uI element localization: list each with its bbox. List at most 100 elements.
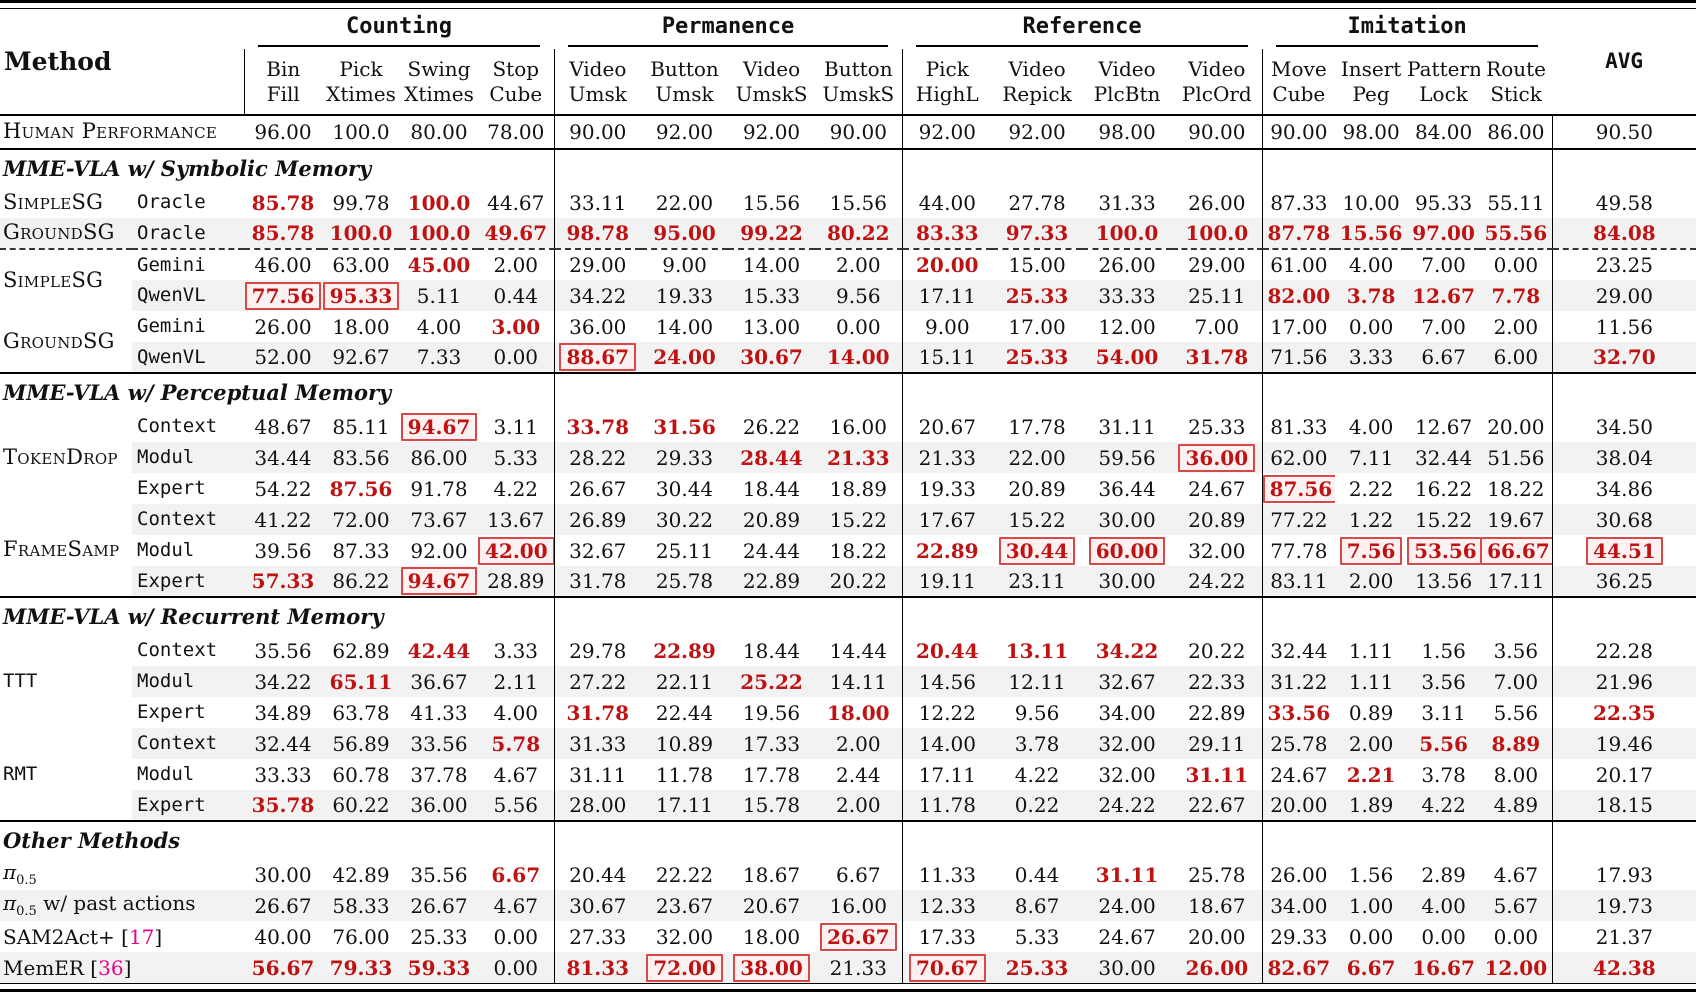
section-title: Other Methods <box>0 820 555 859</box>
cell: 17.33 <box>728 728 816 759</box>
table-row: Modul 39.56 87.33 92.00 42.00 32.67 25.11 24.44… <box>0 535 1696 566</box>
cell: 15.56 <box>1335 218 1408 249</box>
table-header: Method Counting Permanence Reference Imitat… <box>0 9 1696 116</box>
table-row: QwenVL 52.00 92.67 7.33 0.00 88.67 24.00 30.67 1… <box>0 342 1696 373</box>
cell: 94.67 <box>400 411 478 442</box>
group-label: Imitation <box>1276 11 1539 48</box>
cell: 4.22 <box>1407 790 1481 821</box>
cell: 33.78 <box>553 411 642 442</box>
cell: 40.00 <box>254 924 312 949</box>
cell: 27.22 <box>553 666 642 697</box>
cell: 34.22 <box>244 666 322 697</box>
cell: 22.11 <box>641 666 729 697</box>
cell: 71.56 <box>1261 342 1336 373</box>
column-header-swing-xtimes: Swing Xtimes <box>400 49 478 116</box>
cell: 4.00 <box>1348 414 1394 439</box>
cell: 32.00 <box>1082 728 1173 759</box>
cell: 13.11 <box>1005 638 1069 663</box>
cell: 86.22 <box>322 566 400 597</box>
cell: 72.00 <box>322 504 400 535</box>
cell: 42.44 <box>407 638 471 663</box>
cell: 10.89 <box>641 728 729 759</box>
cell: 12.11 <box>992 666 1083 697</box>
cell: 1.56 <box>1348 862 1394 887</box>
column-header-video-umsks: Video UmskS <box>728 49 816 116</box>
cell: 60.22 <box>322 790 400 821</box>
cell: 6.00 <box>1480 342 1553 373</box>
method-group-label: GroundSG <box>0 218 132 249</box>
cell: 27.78 <box>1008 190 1066 215</box>
cell: 19.33 <box>641 280 729 311</box>
cell: 3.33 <box>1335 342 1408 373</box>
cell: 37.78 <box>410 762 468 787</box>
cell: 6.67 <box>1407 342 1481 373</box>
cell: 24.22 <box>1082 790 1173 821</box>
cell: 14.00 <box>655 314 714 339</box>
method-label: π0.5 <box>0 859 244 890</box>
cell: 20.44 <box>553 859 642 890</box>
cell: 56.89 <box>322 728 400 759</box>
pi-symbol: π <box>3 890 17 915</box>
cell: 2.00 <box>815 248 903 280</box>
table-body: Human Performance 96.00 100.0 80.00 78.00 90.… <box>0 115 1696 983</box>
cell: 29.00 <box>1551 280 1696 311</box>
cell: 2.44 <box>836 762 881 787</box>
cell: 76.00 <box>332 924 390 949</box>
cell: 26.00 <box>1261 859 1336 890</box>
cell: 29.33 <box>1261 921 1336 952</box>
cell: 28.22 <box>553 442 642 473</box>
cell: 44.00 <box>901 187 993 218</box>
cell: 7.11 <box>1335 442 1408 473</box>
variant-label: Expert <box>137 477 206 500</box>
cell: 92.67 <box>322 342 400 373</box>
cell: 28.44 <box>728 442 816 473</box>
cell: 3.56 <box>1493 638 1539 663</box>
column-header-pick-highl: Pick HighL <box>901 49 993 116</box>
cell: 2.11 <box>478 666 555 697</box>
cell: 31.11 <box>1098 414 1156 439</box>
cell: 55.11 <box>1487 190 1545 215</box>
table-row: Modul 33.33 60.78 37.78 4.67 31.11 11.78 17.78 2… <box>0 759 1696 790</box>
cell: 21.96 <box>1551 666 1696 697</box>
boxed-value: 7.56 <box>1339 536 1403 565</box>
cell: 7.00 <box>1194 314 1240 339</box>
variant-label: Modul <box>132 666 244 697</box>
cell: 62.00 <box>1261 442 1336 473</box>
cell: 25.33 <box>992 342 1083 373</box>
group-header-row: Method Counting Permanence Reference Imitat… <box>0 9 1696 116</box>
pi-subscript: 0.5 <box>16 872 37 888</box>
cell: 90.00 <box>815 115 903 150</box>
section-spacer <box>1551 596 1696 635</box>
cell: 7.78 <box>1480 280 1553 311</box>
cell: 1.56 <box>1421 638 1466 663</box>
cell: 77.56 <box>244 280 322 311</box>
cell: 58.33 <box>322 890 400 921</box>
cell: 23.25 <box>1551 248 1696 280</box>
cell: 30.00 <box>254 862 312 887</box>
cell: 59.33 <box>400 952 478 983</box>
cell: 17.78 <box>742 762 801 787</box>
boxed-value: 38.00 <box>733 953 810 982</box>
group-header-reference: Reference <box>902 9 1262 49</box>
cell: 85.11 <box>332 414 390 439</box>
cell: 82.00 <box>1261 280 1336 311</box>
cell: 1.11 <box>1348 638 1394 663</box>
cell: 49.58 <box>1551 187 1696 218</box>
cell: 29.78 <box>553 635 642 666</box>
cell: 22.22 <box>655 862 714 887</box>
cell: 14.44 <box>829 638 887 663</box>
cell: 18.15 <box>1551 790 1696 821</box>
cell: 85.78 <box>251 190 315 215</box>
cell: 34.00 <box>1261 890 1336 921</box>
cell: 15.22 <box>992 504 1083 535</box>
cell: 90.00 <box>1261 115 1336 150</box>
cell: 32.00 <box>1188 538 1246 563</box>
cell: 30.44 <box>992 535 1082 566</box>
cell: 60.78 <box>332 762 390 787</box>
variant-label: Context <box>132 728 244 759</box>
cell: 32.67 <box>1082 666 1173 697</box>
cell: 38.04 <box>1551 442 1696 473</box>
cell: 5.33 <box>478 442 555 473</box>
cell: 87.33 <box>332 538 390 563</box>
cell: 29.00 <box>553 248 642 280</box>
